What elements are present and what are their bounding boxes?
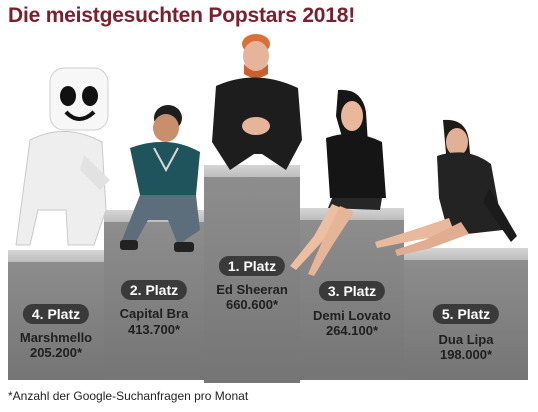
podium-block-marshmello: 4. Platz Marshmello 205.200* — [8, 250, 104, 380]
demi-lovato-figure — [290, 89, 386, 276]
search-count: 205.200* — [29, 345, 83, 360]
search-count: 198.000* — [439, 347, 493, 362]
artist-name: Marshmello — [19, 330, 93, 345]
footnote: *Anzahl der Google-Suchanfragen pro Mona… — [8, 389, 249, 403]
podium-block-dua-lipa: 5. Platz Dua Lipa 198.000* — [404, 248, 528, 380]
podium-block-ed-sheeran: 1. Platz Ed Sheeran 660.600* — [204, 165, 300, 383]
rank-badge: 5. Platz — [432, 304, 500, 324]
search-count: 413.700* — [127, 322, 181, 337]
artist-name: Capital Bra — [119, 306, 189, 321]
chart-title: Die meistgesuchten Popstars 2018! — [8, 4, 356, 27]
search-count: 660.600* — [225, 297, 279, 312]
search-count: 264.100* — [325, 323, 379, 338]
dua-lipa-figure — [375, 119, 517, 256]
artist-name: Ed Sheeran — [216, 282, 288, 297]
rank-badge: 4. Platz — [22, 304, 90, 324]
marshmello-figure — [15, 67, 110, 246]
capital-bra-figure — [120, 105, 200, 252]
rank-badge: 2. Platz — [120, 280, 188, 300]
rank-badge: 1. Platz — [218, 256, 286, 276]
ed-sheeran-figure — [212, 34, 302, 170]
artist-name: Demi Lovato — [312, 308, 391, 323]
rank-badge: 3. Platz — [318, 281, 386, 301]
podium-block-capital-bra: 2. Platz Capital Bra 413.700* — [104, 210, 204, 380]
artist-name: Dua Lipa — [438, 332, 494, 347]
